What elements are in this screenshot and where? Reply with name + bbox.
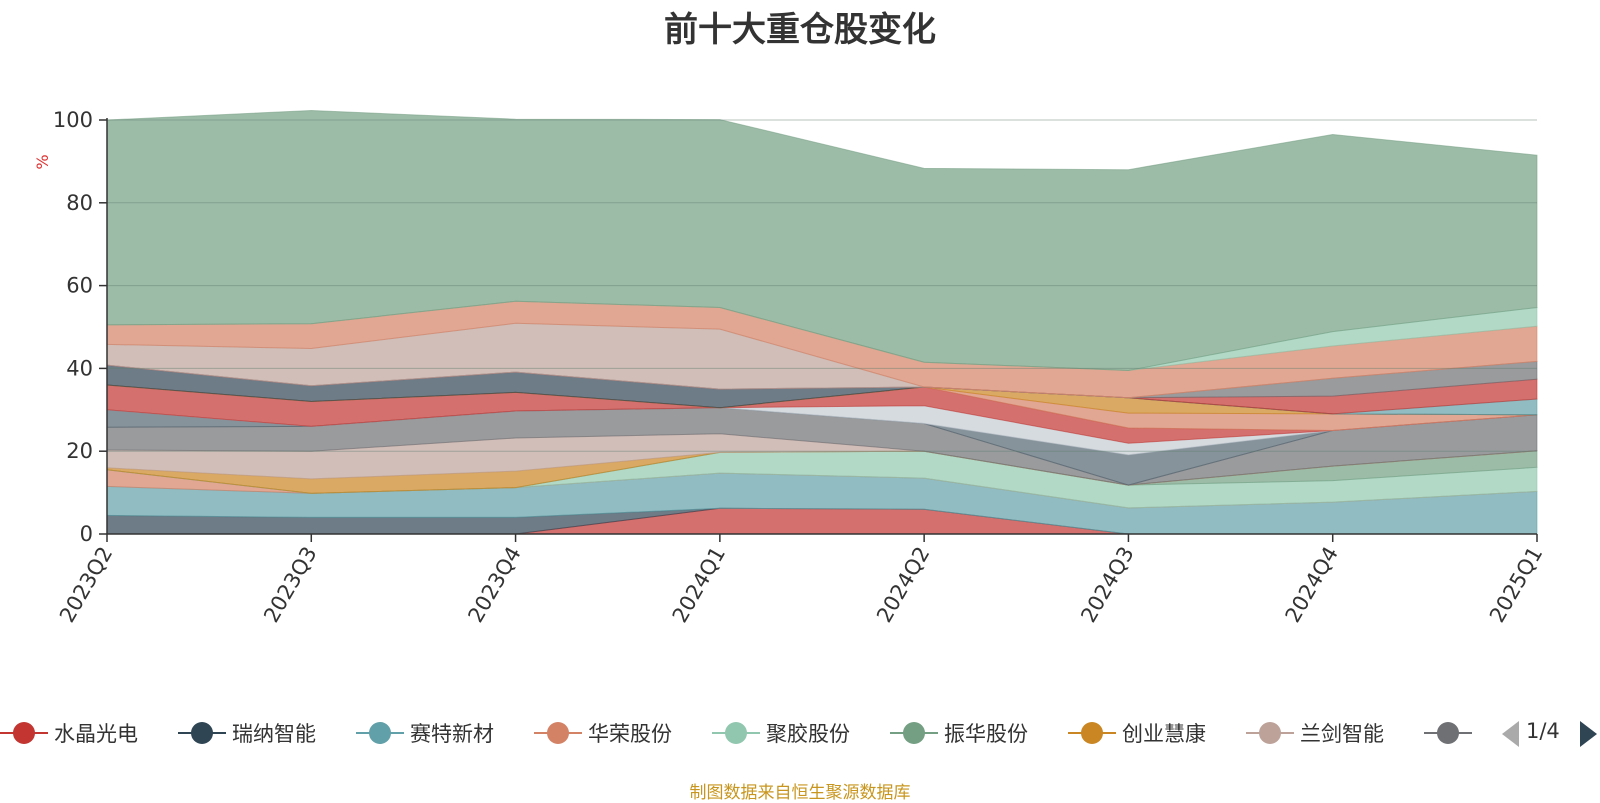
legend-marker-icon [178, 721, 226, 745]
legend-label: 瑞纳智能 [232, 722, 316, 746]
y-axis-unit: % [33, 154, 52, 169]
legend: 水晶光电 瑞纳智能 赛特新材 华荣股份 聚胶股份 振华股份 创业慧康 兰剑智能 [0, 715, 1600, 755]
legend-prev-page-icon[interactable] [1502, 721, 1519, 747]
source-note: 制图数据来自恒生聚源数据库 [689, 783, 911, 803]
legend-label: 聚胶股份 [766, 722, 850, 746]
legend-page-indicator: 1/4 [1526, 719, 1560, 743]
legend-item[interactable] [1424, 715, 1478, 751]
legend-marker-icon [1246, 721, 1294, 745]
legend-label: 华荣股份 [588, 722, 672, 746]
grid-lines [107, 119, 1537, 452]
chart-canvas: 0 20 40 60 80 100 2023Q2 2023Q3 2023Q4 2024Q1 2024… [33, 108, 1547, 627]
legend-item[interactable]: 水晶光电 [0, 715, 138, 751]
legend-label: 水晶光电 [54, 722, 138, 746]
y-tick-label: 40 [66, 356, 93, 380]
legend-marker-icon [534, 721, 582, 745]
y-tick-label: 80 [66, 191, 93, 215]
y-tick-label: 0 [80, 522, 93, 546]
legend-label: 兰剑智能 [1300, 722, 1384, 746]
chart-title: 前十大重仓股变化 [664, 10, 936, 50]
legend-item[interactable]: 聚胶股份 [712, 715, 850, 751]
x-tick-label: 2023Q4 [463, 543, 525, 627]
y-tick-label: 100 [53, 108, 93, 132]
legend-marker-icon [1068, 721, 1116, 745]
legend-pager: 1/4 [1496, 715, 1600, 751]
legend-marker-icon [890, 721, 938, 745]
x-tick-label: 2024Q4 [1281, 543, 1343, 627]
legend-item[interactable]: 振华股份 [890, 715, 1028, 751]
legend-item[interactable]: 赛特新材 [356, 715, 494, 751]
legend-label: 创业慧康 [1122, 722, 1206, 746]
x-tick-label: 2024Q1 [668, 543, 730, 627]
y-tick-label: 60 [66, 274, 93, 298]
legend-label: 赛特新材 [410, 722, 494, 746]
legend-item[interactable]: 瑞纳智能 [178, 715, 316, 751]
x-tick-label: 2024Q3 [1076, 543, 1138, 627]
area-other-15[interactable] [106, 109, 1538, 372]
x-tick-label: 2023Q3 [259, 543, 321, 627]
x-tick-label: 2025Q1 [1485, 543, 1547, 627]
y-tick-label: 20 [66, 439, 93, 463]
legend-next-page-icon[interactable] [1580, 721, 1597, 747]
legend-marker-icon [356, 721, 404, 745]
legend-label: 振华股份 [944, 722, 1028, 746]
legend-marker-icon [712, 721, 760, 745]
legend-marker-icon [1424, 721, 1472, 745]
legend-item[interactable]: 创业慧康 [1068, 715, 1206, 751]
area-layers [106, 109, 1538, 535]
legend-item[interactable]: 兰剑智能 [1246, 715, 1384, 751]
x-tick-label: 2024Q2 [872, 543, 934, 627]
x-tick-label: 2023Q2 [55, 543, 117, 627]
legend-marker-icon [0, 721, 48, 745]
legend-item[interactable]: 华荣股份 [534, 715, 672, 751]
